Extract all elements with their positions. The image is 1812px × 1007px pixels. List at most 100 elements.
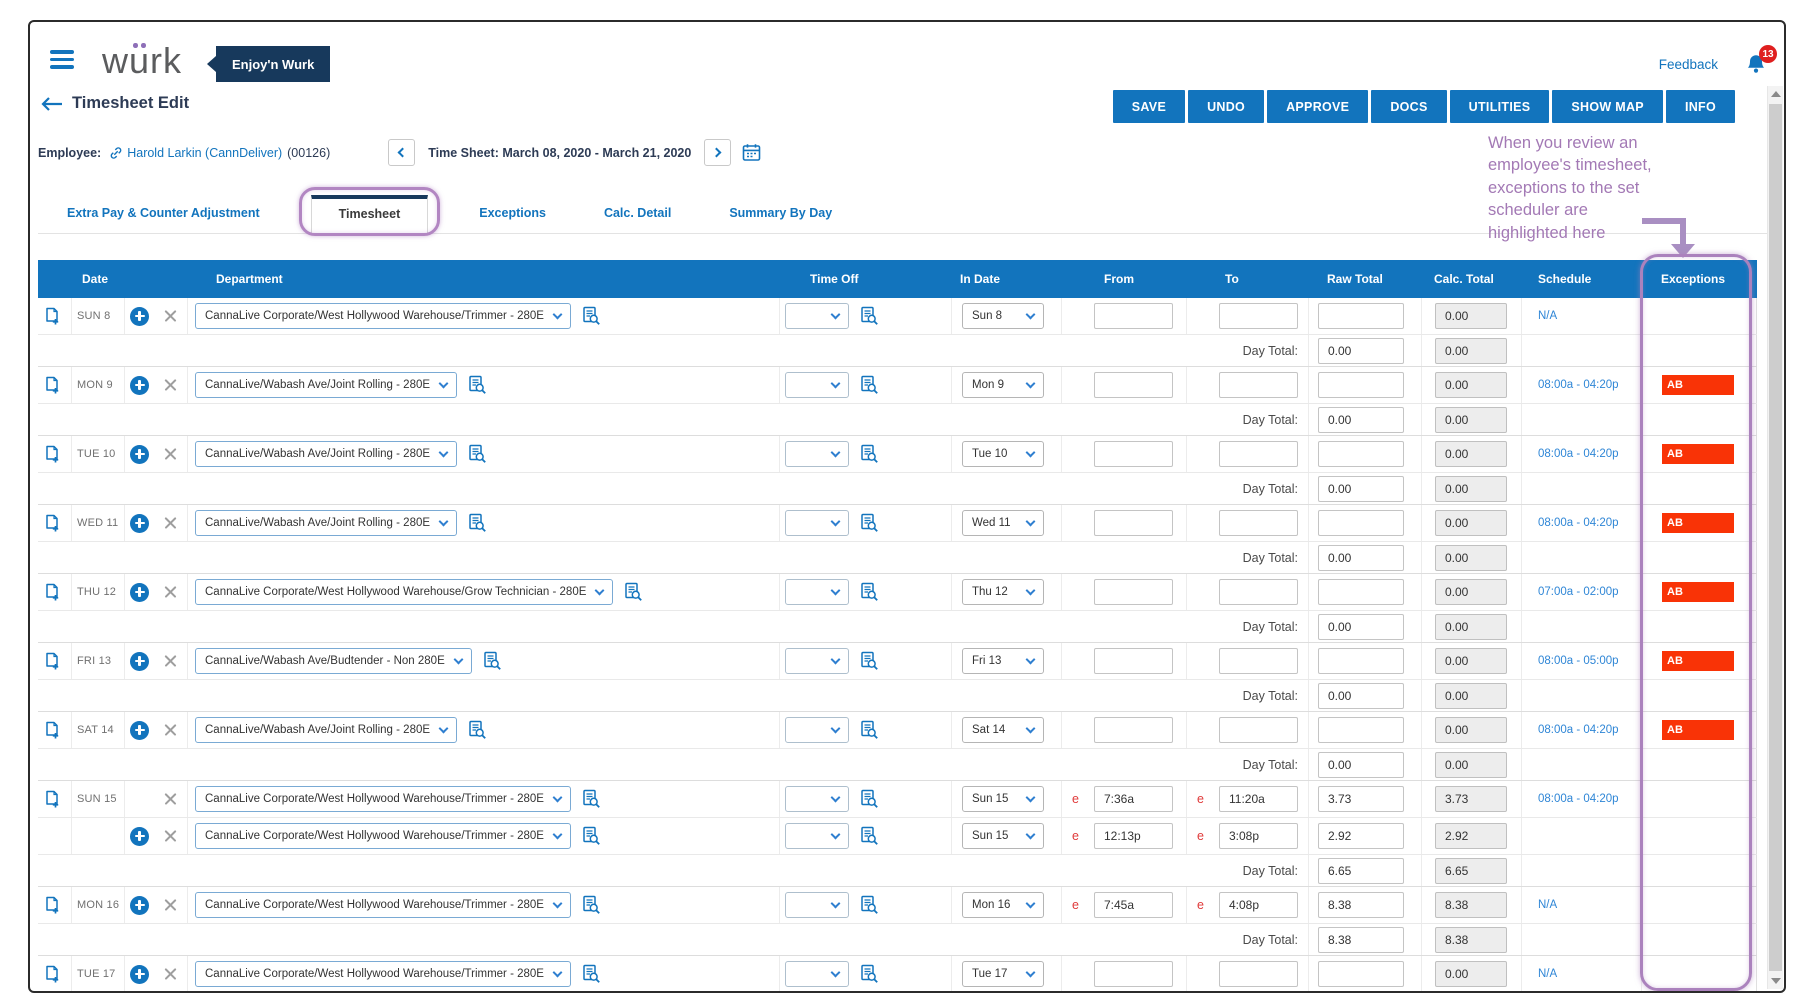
save-button[interactable]: SAVE <box>1112 90 1186 123</box>
to-time-input[interactable] <box>1219 372 1298 398</box>
to-time-input[interactable] <box>1219 648 1298 674</box>
day-total-raw-input[interactable] <box>1318 751 1404 778</box>
to-time-input[interactable] <box>1219 441 1298 467</box>
department-select[interactable]: CannaLive/Wabash Ave/Joint Rolling - 280… <box>195 510 458 536</box>
time-off-select[interactable] <box>785 579 849 605</box>
from-time-input[interactable] <box>1094 717 1173 743</box>
delete-row-button[interactable] <box>163 898 178 913</box>
tab-calc-detail[interactable]: Calc. Detail <box>603 206 672 220</box>
time-off-lookup-icon[interactable] <box>859 444 879 464</box>
department-select[interactable]: CannaLive Corporate/West Hollywood Wareh… <box>195 579 614 605</box>
raw-total-input[interactable] <box>1318 892 1404 918</box>
schedule-text[interactable]: 08:00a - 04:20p <box>1538 517 1619 529</box>
schedule-text[interactable]: 08:00a - 04:20p <box>1538 793 1619 805</box>
next-period-button[interactable] <box>704 139 732 166</box>
raw-total-input[interactable] <box>1318 510 1404 536</box>
department-select[interactable]: CannaLive Corporate/West Hollywood Wareh… <box>195 786 571 812</box>
from-time-input[interactable] <box>1094 579 1173 605</box>
time-off-select[interactable] <box>785 961 849 987</box>
copy-row-icon[interactable] <box>43 790 61 809</box>
raw-total-input[interactable] <box>1318 717 1404 743</box>
day-total-raw-input[interactable] <box>1318 857 1404 884</box>
department-select[interactable]: CannaLive Corporate/West Hollywood Wareh… <box>195 961 571 987</box>
time-off-select[interactable] <box>785 510 849 536</box>
department-lookup-icon[interactable] <box>467 513 487 533</box>
employee-name-link[interactable]: Harold Larkin (CannDeliver) <box>127 145 283 160</box>
scroll-up-button[interactable] <box>1768 86 1783 102</box>
time-off-lookup-icon[interactable] <box>859 582 879 602</box>
feedback-link[interactable]: Feedback <box>1658 56 1718 72</box>
time-off-lookup-icon[interactable] <box>859 651 879 671</box>
raw-total-input[interactable] <box>1318 303 1404 329</box>
show-map-button[interactable]: SHOW MAP <box>1552 90 1663 123</box>
in-date-select[interactable]: Thu 12 <box>962 579 1044 605</box>
approve-button[interactable]: APPROVE <box>1267 90 1369 123</box>
copy-row-icon[interactable] <box>43 721 61 740</box>
menu-icon[interactable] <box>50 50 74 69</box>
add-row-button[interactable] <box>130 513 149 533</box>
scroll-down-button[interactable] <box>1768 973 1783 989</box>
to-time-input[interactable] <box>1219 892 1298 918</box>
time-off-lookup-icon[interactable] <box>859 306 879 326</box>
in-date-select[interactable]: Wed 11 <box>962 510 1044 536</box>
from-time-input[interactable] <box>1094 892 1173 918</box>
time-off-lookup-icon[interactable] <box>859 826 879 846</box>
in-date-select[interactable]: Sun 15 <box>962 823 1044 849</box>
copy-row-icon[interactable] <box>43 445 61 464</box>
add-row-button[interactable] <box>130 895 149 915</box>
utilities-button[interactable]: UTILITIES <box>1449 90 1550 123</box>
time-off-lookup-icon[interactable] <box>859 789 879 809</box>
schedule-text[interactable]: N/A <box>1538 899 1558 911</box>
undo-button[interactable]: UNDO <box>1188 90 1265 123</box>
department-lookup-icon[interactable] <box>581 306 601 326</box>
delete-row-button[interactable] <box>163 516 178 531</box>
from-time-input[interactable] <box>1094 648 1173 674</box>
notifications-bell-icon[interactable]: 13 <box>1744 45 1777 76</box>
department-lookup-icon[interactable] <box>467 375 487 395</box>
schedule-text[interactable]: 08:00a - 04:20p <box>1538 724 1619 736</box>
copy-row-icon[interactable] <box>43 965 61 984</box>
time-off-lookup-icon[interactable] <box>859 375 879 395</box>
department-select[interactable]: CannaLive/Wabash Ave/Budtender - Non 280… <box>195 648 472 674</box>
tab-exceptions[interactable]: Exceptions <box>479 206 546 220</box>
in-date-select[interactable]: Fri 13 <box>962 648 1044 674</box>
delete-row-button[interactable] <box>163 585 178 600</box>
copy-row-icon[interactable] <box>43 376 61 395</box>
raw-total-input[interactable] <box>1318 961 1404 987</box>
raw-total-input[interactable] <box>1318 823 1404 849</box>
raw-total-input[interactable] <box>1318 579 1404 605</box>
department-select[interactable]: CannaLive/Wabash Ave/Joint Rolling - 280… <box>195 372 458 398</box>
delete-row-button[interactable] <box>163 309 178 324</box>
in-date-select[interactable]: Tue 17 <box>962 961 1044 987</box>
copy-row-icon[interactable] <box>43 896 61 915</box>
department-select[interactable]: CannaLive/Wabash Ave/Joint Rolling - 280… <box>195 441 458 467</box>
delete-row-button[interactable] <box>163 792 178 807</box>
vertical-scrollbar[interactable] <box>1767 86 1783 989</box>
department-lookup-icon[interactable] <box>482 651 502 671</box>
schedule-text[interactable]: 08:00a - 04:20p <box>1538 379 1619 391</box>
day-total-raw-input[interactable] <box>1318 682 1404 709</box>
to-time-input[interactable] <box>1219 961 1298 987</box>
in-date-select[interactable]: Tue 10 <box>962 441 1044 467</box>
schedule-text[interactable]: 08:00a - 04:20p <box>1538 448 1619 460</box>
add-row-button[interactable] <box>130 306 149 326</box>
calendar-icon[interactable] <box>741 142 762 163</box>
copy-row-icon[interactable] <box>43 514 61 533</box>
department-select[interactable]: CannaLive Corporate/West Hollywood Wareh… <box>195 892 571 918</box>
department-lookup-icon[interactable] <box>581 826 601 846</box>
schedule-text[interactable]: N/A <box>1538 968 1558 980</box>
copy-row-icon[interactable] <box>43 583 61 602</box>
time-off-select[interactable] <box>785 786 849 812</box>
from-time-input[interactable] <box>1094 823 1173 849</box>
to-time-input[interactable] <box>1219 579 1298 605</box>
delete-row-button[interactable] <box>163 378 178 393</box>
department-select[interactable]: CannaLive Corporate/West Hollywood Wareh… <box>195 823 571 849</box>
department-lookup-icon[interactable] <box>581 895 601 915</box>
raw-total-input[interactable] <box>1318 441 1404 467</box>
delete-row-button[interactable] <box>163 723 178 738</box>
info-button[interactable]: INFO <box>1665 90 1735 123</box>
delete-row-button[interactable] <box>163 447 178 462</box>
to-time-input[interactable] <box>1219 510 1298 536</box>
department-lookup-icon[interactable] <box>581 964 601 984</box>
delete-row-button[interactable] <box>163 829 178 844</box>
